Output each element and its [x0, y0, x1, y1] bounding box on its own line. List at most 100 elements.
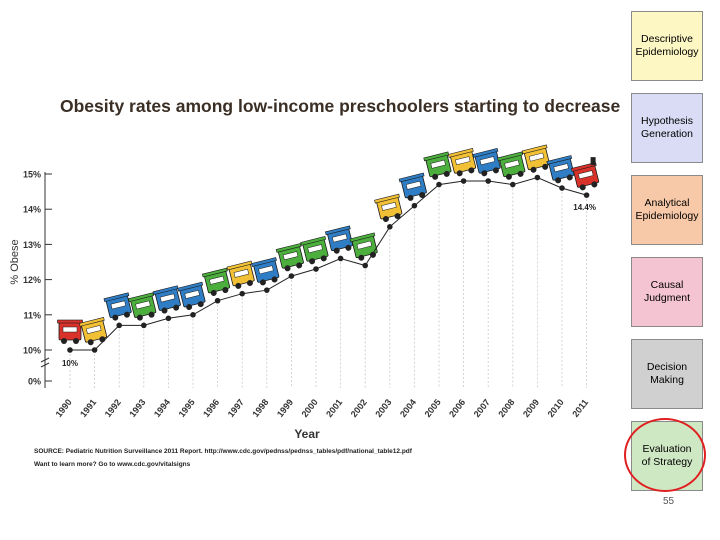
train-car-roof — [128, 292, 154, 303]
train-car — [128, 292, 157, 321]
gridlines — [69, 181, 587, 388]
data-point — [559, 185, 565, 191]
train-car-roof — [423, 151, 450, 162]
sidebar-item-analytical-epidemiology: Analytical Epidemiology — [631, 175, 703, 245]
chart-title: Obesity rates among low-income preschool… — [60, 96, 620, 116]
data-point — [534, 174, 541, 181]
train-car-window — [86, 325, 102, 335]
data-point — [190, 312, 196, 318]
axis-break — [40, 357, 50, 368]
y-axis-label: % Obese — [9, 239, 21, 284]
train-wheel — [443, 170, 450, 177]
train-car-window — [504, 159, 520, 169]
train-car — [349, 232, 378, 261]
train-wheel — [271, 276, 278, 283]
train-wheel — [530, 166, 537, 173]
train-car — [398, 172, 427, 201]
train-wheel — [333, 247, 340, 254]
data-point — [67, 347, 73, 353]
train-car-roof — [57, 319, 83, 324]
train-wheel — [87, 339, 94, 346]
data-point — [288, 273, 295, 279]
y-tick-label: 15% — [23, 170, 41, 180]
train-car — [447, 148, 477, 177]
train-car — [177, 281, 206, 311]
x-tick-label: 2003 — [373, 397, 393, 419]
train-car — [103, 292, 132, 321]
train-car-window — [135, 300, 151, 310]
data-point — [165, 315, 172, 322]
data-point — [337, 255, 344, 262]
data-point — [362, 262, 369, 269]
train-car-roof — [226, 260, 253, 271]
train-wheel — [432, 173, 439, 180]
train-car-window — [62, 326, 78, 333]
train-car — [78, 316, 108, 346]
series-line — [70, 176, 587, 351]
x-tick-label: 2010 — [546, 397, 566, 419]
train-car — [226, 260, 255, 289]
train-wheel — [148, 311, 155, 318]
x-tick-labels: 1990 1991 1992 1993 1994 1995 1996 1997 1998 1999… — [54, 397, 591, 419]
train-car-window — [430, 159, 446, 169]
data-point — [460, 178, 467, 184]
train-car-roof — [201, 267, 228, 278]
y-tick-label: 10% — [23, 346, 41, 356]
train-car-roof — [497, 151, 523, 162]
train-wheel — [505, 173, 512, 180]
train-wheel — [419, 191, 426, 198]
train-wheel — [382, 216, 389, 223]
train-wheel — [161, 307, 168, 314]
train-car-roof — [300, 236, 327, 246]
data-point — [485, 178, 492, 184]
train-wheel — [186, 304, 193, 311]
data-point — [411, 202, 418, 209]
train-car-window — [553, 163, 569, 173]
train-wheel — [136, 314, 143, 321]
train-wheel — [517, 170, 524, 177]
train-car-window — [209, 275, 225, 285]
y-tick-label: 0% — [28, 377, 41, 387]
train-wheel — [456, 170, 463, 177]
train-car-window — [110, 300, 127, 310]
train-wheel — [555, 177, 562, 184]
data-point — [510, 181, 516, 188]
train-car-roof — [251, 257, 277, 267]
y-tick-label: 14% — [23, 205, 41, 215]
train-car — [423, 151, 452, 180]
y-axis: 0% 10% 11% 12% 13% 14% 15% — [23, 170, 52, 388]
train-car-roof — [177, 281, 204, 292]
train-car — [251, 257, 280, 286]
x-tick-label: 2002 — [349, 397, 369, 419]
data-point — [313, 266, 319, 272]
train-wheel — [591, 181, 598, 188]
train-wheel — [284, 265, 291, 272]
x-tick-label: 1993 — [127, 397, 147, 419]
data-point — [583, 192, 590, 198]
x-tick-label: 2001 — [324, 397, 344, 419]
train-car-roof — [447, 148, 474, 158]
train-wheel — [210, 289, 217, 296]
annotations: 10% 14.4% — [62, 203, 596, 368]
train-car-roof — [324, 225, 351, 236]
train-car-roof — [374, 193, 400, 204]
x-tick-label: 2009 — [521, 397, 541, 419]
train-wheel — [320, 255, 327, 262]
data-point — [91, 347, 98, 353]
x-tick-label: 1996 — [201, 397, 221, 419]
train-car-roof — [570, 162, 597, 172]
x-tick-label: 1998 — [250, 397, 270, 419]
train-car — [472, 148, 501, 177]
x-tick-label: 1991 — [78, 397, 98, 419]
x-tick-label: 2005 — [423, 397, 443, 419]
x-tick-label: 2011 — [570, 397, 590, 419]
train-car-roof — [472, 148, 499, 158]
train-wheel — [492, 167, 499, 174]
data-point — [239, 290, 245, 297]
train-car-roof — [78, 316, 105, 327]
train-car — [324, 225, 354, 254]
x-tick-label: 1992 — [103, 397, 123, 419]
train-car-window — [184, 289, 200, 299]
train-wheel — [123, 311, 130, 318]
train-wheel — [345, 244, 352, 251]
